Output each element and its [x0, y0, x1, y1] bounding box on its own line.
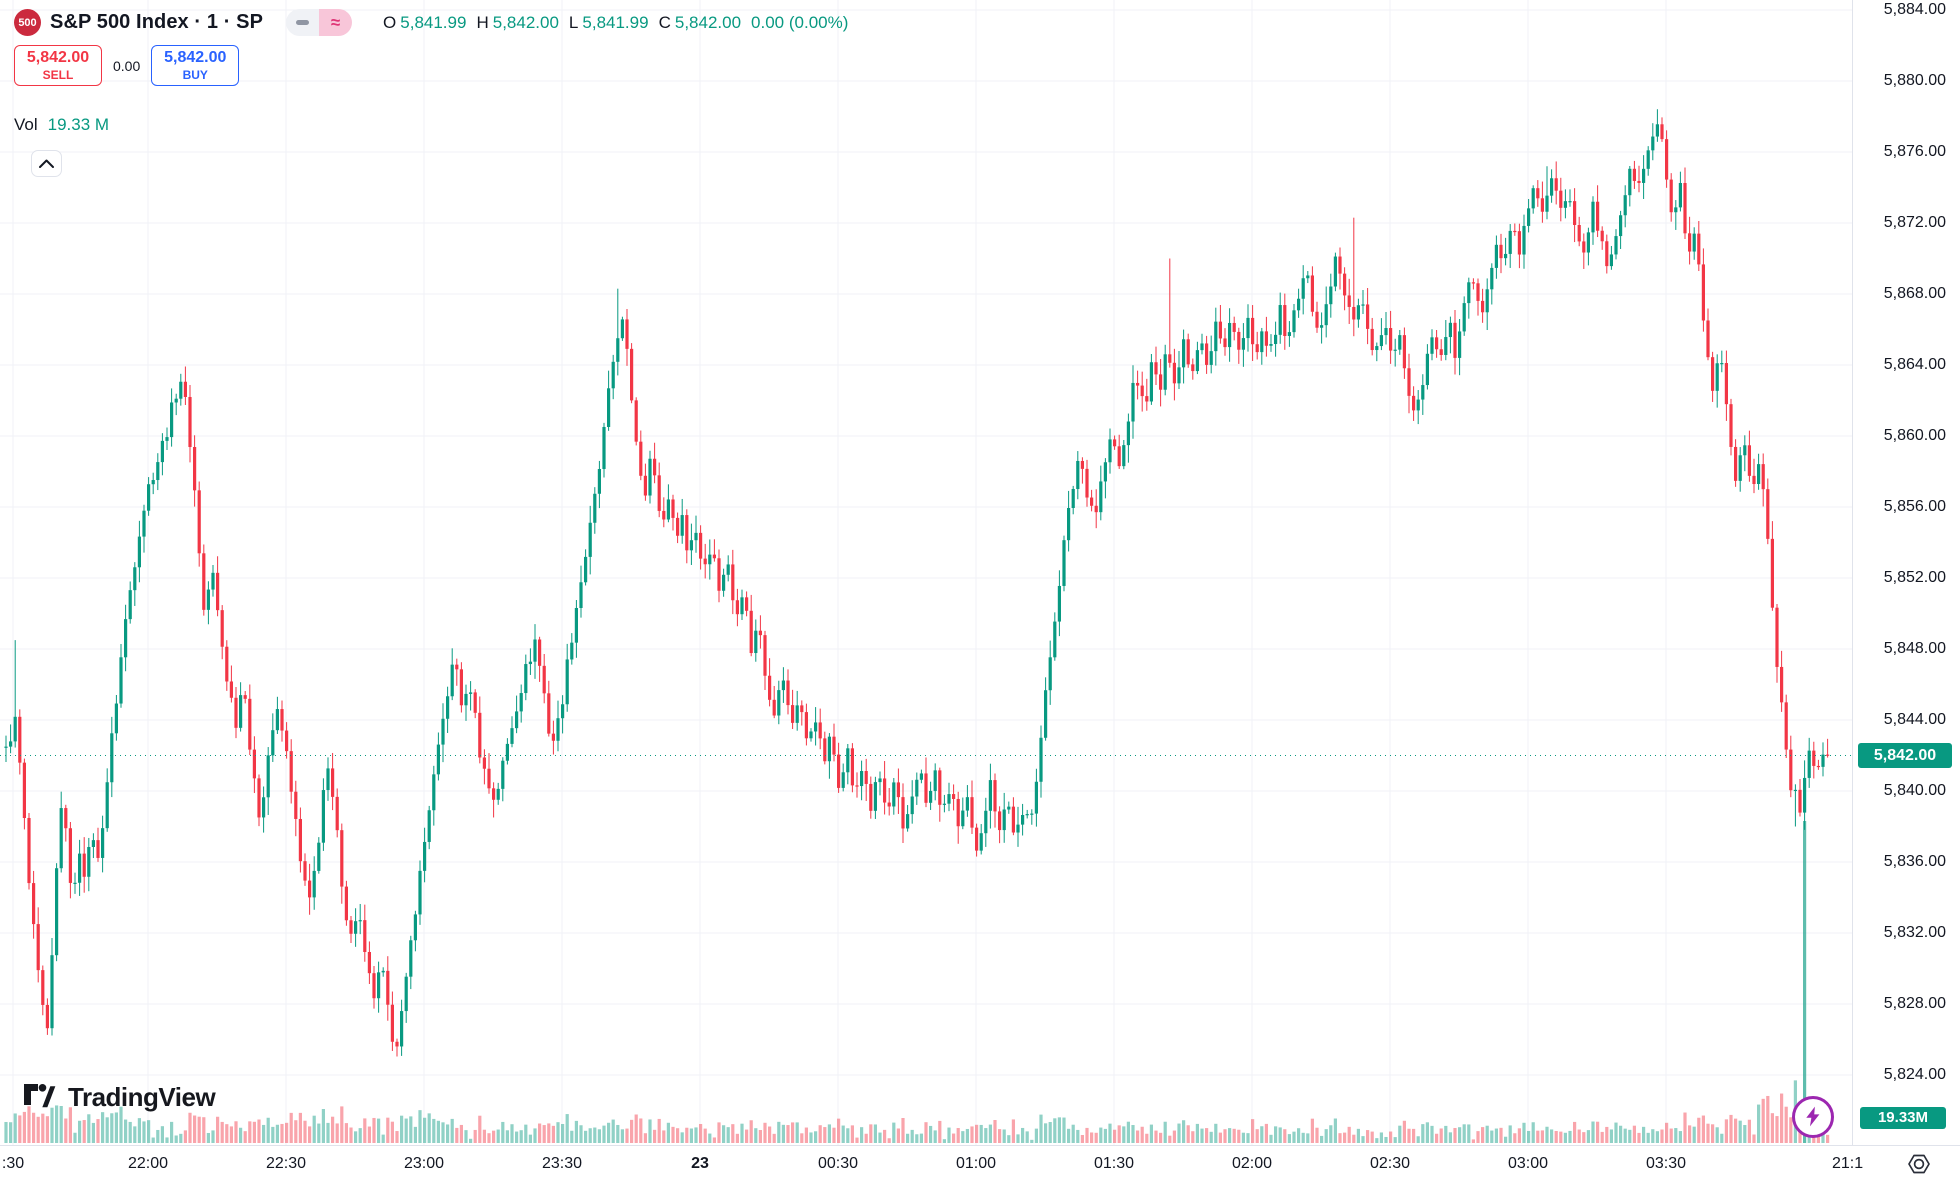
buy-price: 5,842.00	[164, 48, 227, 66]
time-tick-label: 22:00	[127, 1155, 169, 1172]
price-tick-label: 5,824.00	[1883, 1066, 1946, 1083]
price-tick-label: 5,856.00	[1883, 498, 1946, 515]
spread-value: 0.00	[113, 57, 141, 74]
session-volume-badge: 19.33M	[1860, 1107, 1946, 1129]
time-tick-label: 23:00	[403, 1155, 445, 1172]
ohlc-readout: O 5,841.99 H 5,842.00 L 5,841.99 C 5,842…	[383, 13, 848, 33]
lightning-bolt-icon	[1806, 1106, 1820, 1127]
price-tick-label: 5,840.00	[1883, 782, 1946, 799]
time-tick-label: 02:30	[1369, 1155, 1411, 1172]
tradingview-logo-text: TradingView	[68, 1082, 216, 1112]
buy-label: BUY	[182, 67, 208, 82]
time-tick-label: 01:30	[1093, 1155, 1135, 1172]
open-value: 5,841.99	[400, 12, 467, 32]
volume-label: Vol	[14, 115, 38, 134]
change-value: 0.00 (0.00%)	[751, 12, 849, 32]
approx-price-button[interactable]: ≈	[319, 9, 353, 36]
time-axis[interactable]: :30 22:00 22:30 23:00 23:30 23 00:30 01:00 01:30…	[0, 1145, 1960, 1183]
price-tick-label: 5,844.00	[1883, 711, 1946, 728]
current-price-badge: 5,842.00	[1858, 743, 1952, 768]
time-tick-label: 03:00	[1507, 1155, 1549, 1172]
tradingview-logo-icon	[24, 1083, 56, 1107]
chart-header: 500 S&P 500 Index · 1 · SP ≈ O 5,841.99 …	[14, 9, 848, 36]
high-value: 5,842.00	[492, 12, 559, 32]
time-tick-label: 23	[691, 1155, 709, 1172]
price-tick-label: 5,864.00	[1883, 356, 1946, 373]
high-label: H	[476, 12, 489, 32]
time-tick-label: 00:30	[817, 1155, 859, 1172]
low-label: L	[568, 12, 579, 32]
minus-icon	[296, 20, 310, 25]
chevron-up-icon	[39, 159, 54, 168]
open-label: O	[383, 12, 397, 32]
price-tick-label: 5,868.00	[1883, 285, 1946, 302]
time-tick-label: 03:30	[1645, 1155, 1687, 1172]
price-axis[interactable]: 5,884.00 5,880.00 5,876.00 5,872.00 5,868.00…	[1852, 0, 1960, 1145]
price-tick-label: 5,836.00	[1883, 853, 1946, 870]
current-time-clock[interactable]: 21:1	[1832, 1155, 1864, 1172]
price-tick-label: 5,876.00	[1883, 143, 1946, 160]
low-value: 5,841.99	[582, 12, 649, 32]
price-tick-label: 5,860.00	[1883, 427, 1946, 444]
collapse-panel-button[interactable]	[31, 150, 62, 177]
indicator-pill-group: ≈	[286, 9, 353, 36]
price-tick-label: 5,884.00	[1883, 1, 1946, 18]
time-tick-label: 22:30	[265, 1155, 307, 1172]
price-tick-label: 5,828.00	[1883, 995, 1946, 1012]
sp500-logo: 500	[14, 9, 41, 36]
close-value: 5,842.00	[674, 12, 742, 32]
symbol-title[interactable]: S&P 500 Index · 1 · SP	[50, 11, 264, 33]
time-axis-settings-gear-icon[interactable]	[1906, 1151, 1932, 1177]
hide-indicator-button[interactable]	[286, 9, 320, 36]
price-tick-label: 5,832.00	[1883, 924, 1946, 941]
sell-label: SELL	[42, 67, 74, 82]
volume-readout: Vol 19.33 M	[14, 115, 109, 135]
time-tick-label: 23:30	[541, 1155, 583, 1172]
close-label: C	[658, 12, 671, 32]
sell-price: 5,842.00	[26, 48, 90, 66]
price-tick-label: 5,852.00	[1883, 569, 1946, 586]
time-tick-label: 02:00	[1231, 1155, 1273, 1172]
price-tick-label: 5,872.00	[1883, 214, 1946, 231]
price-tick-label: 5,848.00	[1883, 640, 1946, 657]
buy-button[interactable]: 5,842.00 BUY	[151, 45, 240, 86]
time-tick-label: 01:00	[955, 1155, 997, 1172]
time-tick-label: :30	[1, 1155, 25, 1172]
price-tick-label: 5,880.00	[1883, 72, 1946, 89]
sell-button[interactable]: 5,842.00 SELL	[14, 45, 102, 86]
tradingview-watermark[interactable]: TradingView	[24, 1082, 216, 1113]
trade-panel: 5,842.00 SELL 0.00 5,842.00 BUY	[14, 45, 240, 86]
volume-value: 19.33 M	[47, 115, 110, 134]
instant-trading-button[interactable]	[1792, 1096, 1834, 1138]
